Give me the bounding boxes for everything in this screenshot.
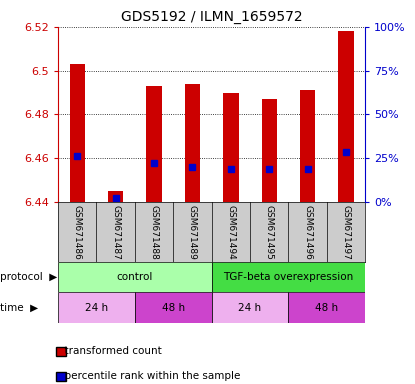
Text: GSM671487: GSM671487	[111, 205, 120, 260]
Bar	[146, 86, 162, 202]
Bar	[261, 99, 277, 202]
Text: 48 h: 48 h	[315, 303, 338, 313]
Bar	[212, 262, 365, 293]
Text: time  ▶: time ▶	[0, 303, 38, 313]
Title: GDS5192 / ILMN_1659572: GDS5192 / ILMN_1659572	[121, 10, 303, 25]
Text: 24 h: 24 h	[85, 303, 108, 313]
Text: control: control	[117, 272, 153, 282]
Bar	[212, 293, 288, 323]
Text: GSM671496: GSM671496	[303, 205, 312, 260]
Text: GSM671497: GSM671497	[342, 205, 351, 260]
Text: TGF-beta overexpression: TGF-beta overexpression	[223, 272, 354, 282]
Text: 24 h: 24 h	[239, 303, 261, 313]
Text: protocol  ▶: protocol ▶	[0, 272, 57, 282]
Bar	[288, 293, 365, 323]
Bar	[338, 31, 354, 202]
Text: 48 h: 48 h	[162, 303, 185, 313]
Bar	[300, 90, 315, 202]
Text: GSM671486: GSM671486	[73, 205, 82, 260]
Text: percentile rank within the sample: percentile rank within the sample	[58, 371, 240, 381]
Bar	[58, 293, 135, 323]
Bar	[58, 262, 212, 293]
Bar	[135, 293, 212, 323]
Bar	[70, 64, 85, 202]
Bar	[108, 191, 123, 202]
Text: GSM671495: GSM671495	[265, 205, 274, 260]
Text: transformed count: transformed count	[58, 346, 162, 356]
Text: GSM671489: GSM671489	[188, 205, 197, 260]
Text: GSM671494: GSM671494	[226, 205, 235, 260]
Text: GSM671488: GSM671488	[149, 205, 159, 260]
Bar	[223, 93, 239, 202]
Bar	[185, 84, 200, 202]
